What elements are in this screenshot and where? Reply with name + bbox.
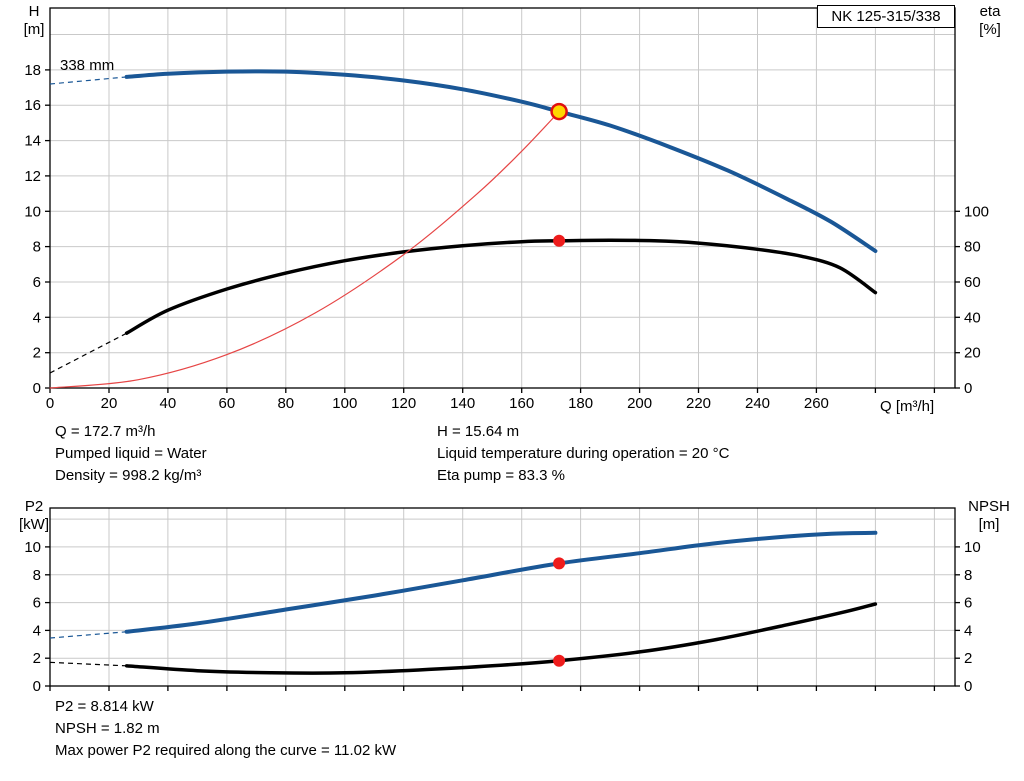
h-axis-title: H [m]: [13, 3, 55, 39]
npsh-point: [553, 654, 566, 667]
x-tick-label: 140: [450, 395, 475, 412]
right-tick-label: 100: [964, 203, 989, 220]
x-tick-label: 40: [160, 395, 177, 412]
p2-point: [553, 557, 566, 570]
p2-curve: [124, 530, 878, 634]
x-tick-label: 220: [686, 395, 711, 412]
duty-info-column-2: H = 15.64 m Liquid temperature during op…: [437, 421, 729, 487]
npsh-curve: [124, 602, 878, 675]
eta-axis-title: eta [%]: [964, 3, 1016, 39]
left-tick-label: 10: [24, 203, 41, 220]
axis-ticks: [45, 69, 960, 393]
left-tick-label: 12: [24, 168, 41, 185]
efficiency-curve: [124, 238, 878, 335]
left-tick-label: 6: [33, 274, 41, 291]
right-tick-label: 6: [964, 595, 972, 612]
left-tick-label: 0: [33, 380, 41, 397]
duty-point: [550, 102, 568, 121]
max-power-text: Max power P2 required along the curve = …: [55, 742, 397, 759]
left-tick-label: 16: [24, 97, 41, 114]
left-tick-label: 8: [33, 567, 41, 584]
p2-value-text: P2 = 8.814 kW: [55, 698, 154, 715]
x-tick-label: 160: [509, 395, 534, 412]
x-tick-label: 180: [568, 395, 593, 412]
gridlines: [50, 8, 955, 388]
npsh-value-text: NPSH = 1.82 m: [55, 720, 160, 737]
right-tick-label: 2: [964, 650, 972, 667]
duty-info-column-1: Q = 172.7 m³/h Pumped liquid = Water Den…: [55, 421, 207, 487]
left-tick-label: 4: [33, 309, 41, 326]
x-tick-label: 240: [745, 395, 770, 412]
pump-model-box: NK 125-315/338: [817, 5, 955, 28]
left-tick-label: 10: [24, 539, 41, 556]
left-tick-label: 2: [33, 345, 41, 362]
plot-border: [49, 7, 956, 389]
left-tick-label: 2: [33, 650, 41, 667]
tick-labels: 0 20 40 60 80 100 120 140 160 180 200 220 240 2600246…: [24, 62, 989, 412]
right-tick-label: 20: [964, 345, 981, 362]
q-axis-label: Q [m³/h]: [880, 398, 935, 415]
p2-axis-title: P2 [kW]: [11, 498, 57, 534]
impeller-diameter-label: 338 mm: [60, 57, 115, 74]
x-tick-label: 120: [391, 395, 416, 412]
head-curve-338mm: [124, 69, 878, 253]
power-info-block: P2 = 8.814 kW NPSH = 1.82 m Max power P2…: [55, 696, 396, 762]
head-curve-338mm-dashed-lead: [49, 76, 127, 85]
left-tick-label: 18: [24, 62, 41, 79]
x-tick-label: 200: [627, 395, 652, 412]
left-tick-label: 0: [33, 678, 41, 695]
eta-pump-text: Eta pump = 83.3 %: [437, 467, 565, 484]
liquid-temp-text: Liquid temperature during operation = 20…: [437, 445, 730, 462]
x-tick-label: 80: [277, 395, 294, 412]
right-tick-label: 10: [964, 539, 981, 556]
gridlines: [50, 508, 955, 686]
right-tick-label: 80: [964, 239, 981, 256]
right-tick-label: 0: [964, 380, 972, 397]
tick-labels: 0 2 4 6 8 10 0 2 4 6 8 10: [24, 539, 980, 695]
p2-axis-title-line1: P2: [24, 498, 44, 515]
x-tick-label: 60: [219, 395, 236, 412]
right-tick-label: 0: [964, 678, 972, 695]
left-tick-label: 8: [33, 239, 41, 256]
right-tick-label: 60: [964, 274, 981, 291]
p2-axis-title-line2: [kW]: [19, 516, 49, 533]
left-tick-label: 4: [33, 622, 41, 639]
h-axis-title-line2: [m]: [23, 21, 45, 38]
duty-flow-text: Q = 172.7 m³/h: [55, 423, 156, 440]
npsh-axis-title: NPSH [m]: [958, 498, 1020, 534]
right-tick-label: 40: [964, 309, 981, 326]
npsh-curve-dashed-lead: [49, 661, 127, 667]
p2-curve-dashed-lead: [49, 631, 127, 639]
pumped-liquid-text: Pumped liquid = Water: [55, 445, 207, 462]
eta-axis-title-line1: eta: [979, 3, 1001, 20]
x-tick-label: 20: [101, 395, 118, 412]
left-tick-label: 6: [33, 595, 41, 612]
npsh-axis-title-line1: NPSH: [968, 498, 1010, 515]
duty-head-text: H = 15.64 m: [437, 423, 520, 440]
eta-axis-title-line2: [%]: [979, 21, 1001, 38]
density-text: Density = 998.2 kg/m³: [55, 467, 202, 484]
x-tick-label: 260: [804, 395, 829, 412]
chart-1: 0 2 4 6 8 10 0 2 4 6 8 10: [24, 507, 981, 695]
axis-ticks: [45, 546, 960, 691]
x-tick-label: 100: [332, 395, 357, 412]
x-tick-label: 0: [46, 395, 54, 412]
system-curve: [49, 111, 560, 389]
npsh-axis-title-line2: [m]: [978, 516, 1000, 533]
left-tick-label: 14: [24, 133, 41, 150]
chart-0: 0 20 40 60 80 100 120 140 160 180 200 220 240 2600246…: [24, 7, 989, 412]
plot-border: [49, 507, 956, 687]
right-tick-label: 8: [964, 567, 972, 584]
h-axis-title-line1: H: [28, 3, 40, 20]
efficiency-point: [553, 234, 566, 247]
right-tick-label: 4: [964, 622, 972, 639]
